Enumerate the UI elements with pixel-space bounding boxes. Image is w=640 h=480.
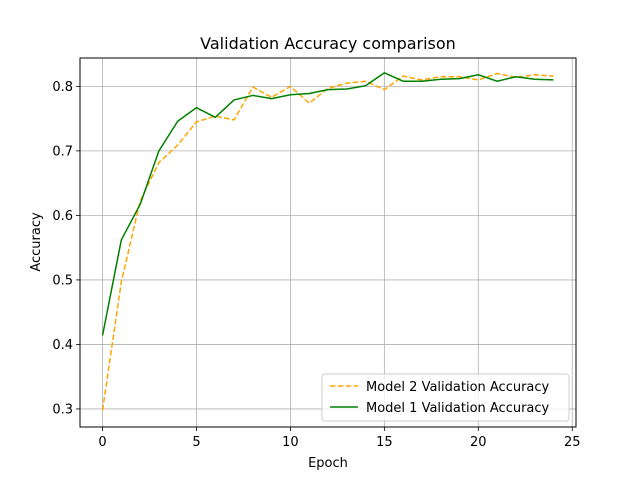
y-tick-label: 0.8 (52, 80, 73, 95)
y-tick-label: 0.5 (52, 273, 73, 288)
series-lines (101, 72, 554, 411)
x-axis-title: Epoch (308, 456, 348, 471)
y-axis-title: Accuracy (29, 212, 44, 272)
y-tick-label: 0.7 (52, 144, 73, 159)
x-tick-label: 0 (98, 435, 106, 450)
chart-title: Validation Accuracy comparison (200, 34, 456, 53)
grid-lines (80, 58, 576, 427)
series-line-model-1 (101, 72, 554, 336)
axis-ticks: 0 5 10 15 20 25 0.3 0.4 0.5 0.6 0.7 0.8 (52, 80, 580, 450)
legend: Model 2 Validation Accuracy Model 1 Vali… (321, 373, 570, 422)
legend-label-model-1: Model 1 Validation Accuracy (366, 401, 550, 416)
y-tick-label: 0.4 (52, 338, 73, 353)
x-tick-label: 25 (564, 435, 581, 450)
x-tick-label: 15 (376, 435, 393, 450)
y-tick-label: 0.6 (52, 209, 73, 224)
x-tick-label: 5 (192, 435, 200, 450)
y-tick-label: 0.3 (52, 402, 73, 417)
series-line-model-2 (101, 72, 554, 411)
plot-background (80, 58, 576, 427)
legend-box (321, 373, 570, 422)
legend-label-model-2: Model 2 Validation Accuracy (366, 380, 550, 395)
plot-frame (79, 57, 577, 428)
x-tick-label: 10 (282, 435, 299, 450)
x-tick-label: 20 (470, 435, 487, 450)
